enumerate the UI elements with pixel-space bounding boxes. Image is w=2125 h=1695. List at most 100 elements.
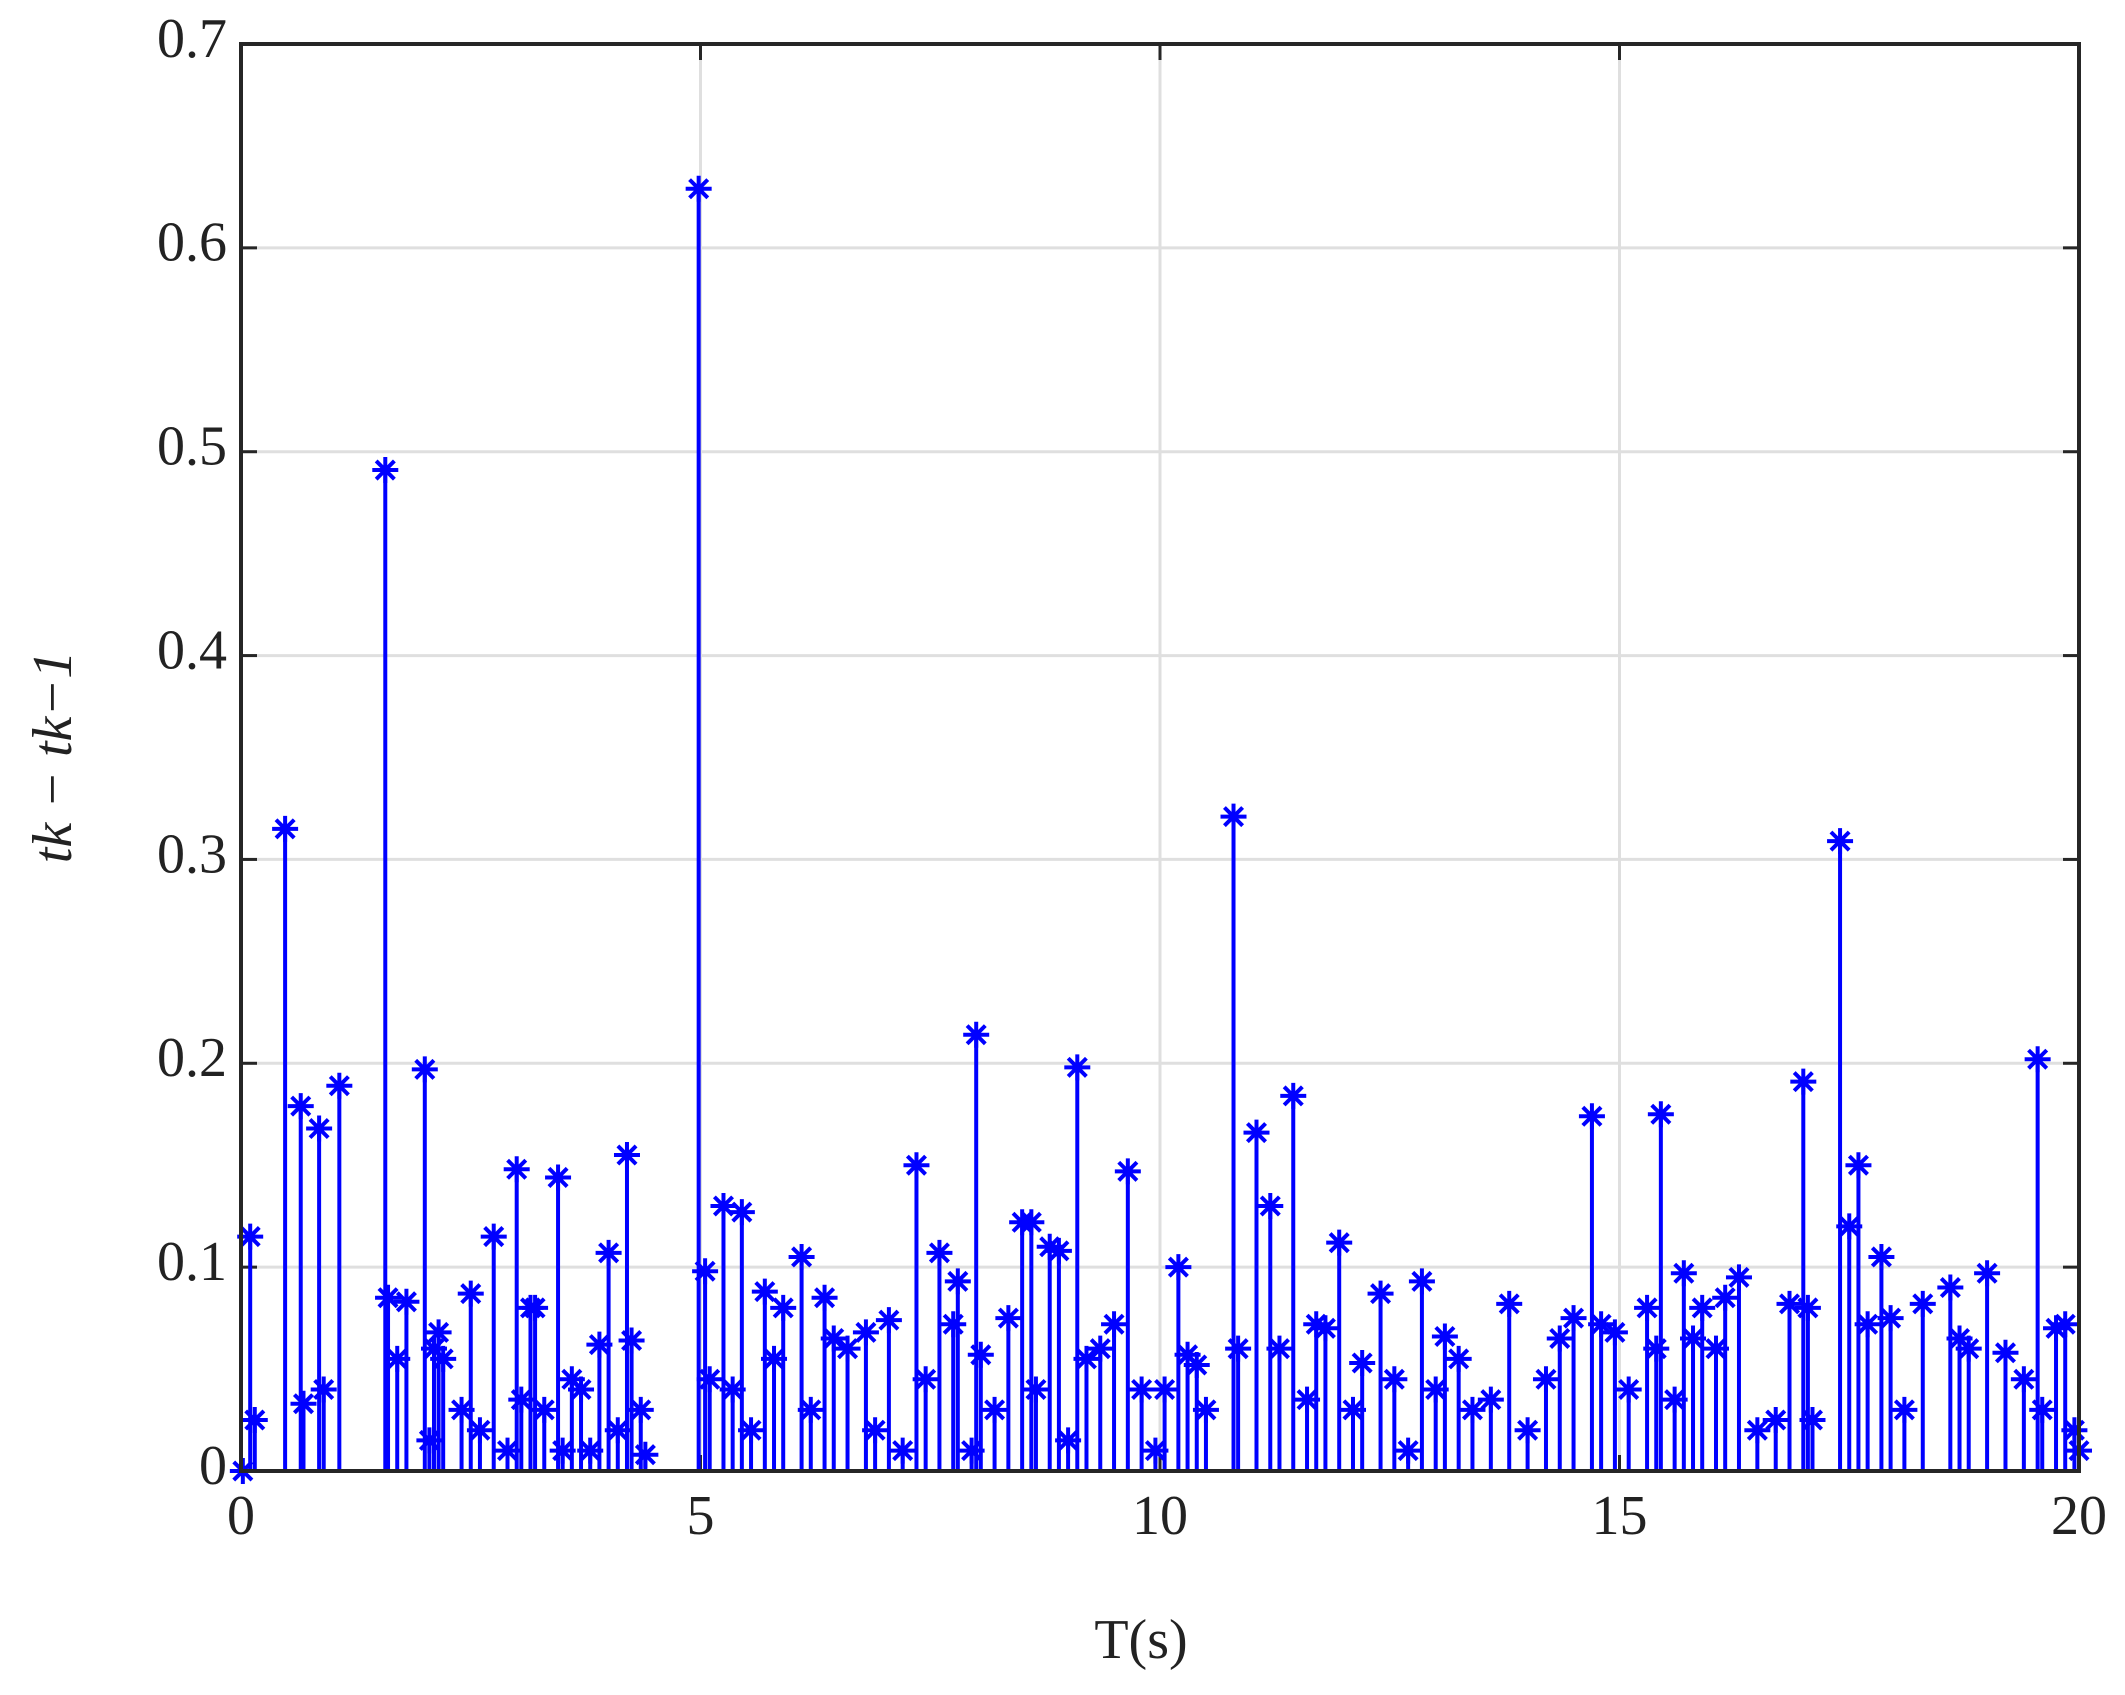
marker [1877,1305,1904,1332]
marker [420,1335,447,1362]
marker [761,1345,788,1372]
marker [1909,1290,1936,1317]
marker [852,1319,879,1346]
marker [1532,1366,1559,1393]
marker [1992,1339,2019,1366]
marker [568,1376,595,1403]
marker [1339,1396,1366,1423]
marker [448,1396,475,1423]
marker [1064,1054,1091,1081]
marker [710,1192,737,1219]
marker [375,1284,402,1311]
marker [958,1437,985,1464]
marker [820,1325,847,1352]
marker [940,1311,967,1338]
marker [1615,1376,1642,1403]
marker [1634,1294,1661,1321]
marker [1514,1417,1541,1444]
marker [480,1223,507,1250]
marker [728,1199,755,1226]
marker [586,1331,613,1358]
marker [237,1223,264,1250]
marker [2043,1315,2070,1342]
marker [751,1278,778,1305]
marker [1702,1335,1729,1362]
marker [577,1437,604,1464]
y-tick-label: 0.1 [157,1231,227,1293]
marker [310,1376,337,1403]
marker [393,1288,420,1315]
marker [967,1341,994,1368]
marker [834,1335,861,1362]
marker [944,1268,971,1295]
marker [1243,1119,1270,1146]
marker [926,1239,953,1266]
x-tick-label: 5 [687,1485,715,1547]
marker [1744,1417,1771,1444]
marker [1022,1376,1049,1403]
marker [558,1366,585,1393]
marker [1670,1260,1697,1287]
marker [1101,1311,1128,1338]
marker [1946,1325,1973,1352]
marker [1128,1376,1155,1403]
marker [1891,1396,1918,1423]
marker [1937,1274,1964,1301]
marker [1845,1152,1872,1179]
x-tick-label: 10 [1132,1485,1188,1547]
marker [411,1056,438,1083]
x-axis-label: T(s) [1094,1609,1187,1671]
marker [1445,1345,1472,1372]
marker [1790,1068,1817,1095]
marker [1661,1386,1688,1413]
marker [1367,1280,1394,1307]
marker [770,1294,797,1321]
marker [912,1366,939,1393]
marker [1220,803,1247,830]
marker [719,1376,746,1403]
marker [1381,1366,1408,1393]
marker [1431,1323,1458,1350]
x-tick-label: 15 [1592,1485,1648,1547]
marker [1073,1345,1100,1372]
marker [685,175,712,202]
marker [1280,1082,1307,1109]
marker [1087,1335,1114,1362]
marker [1142,1437,1169,1464]
marker [696,1366,723,1393]
marker [384,1345,411,1372]
marker [1225,1335,1252,1362]
marker [1601,1319,1628,1346]
marker [287,1093,314,1120]
marker [372,457,399,484]
marker [1588,1311,1615,1338]
marker [1560,1305,1587,1332]
marker [1955,1335,1982,1362]
marker [1114,1158,1141,1185]
marker [1349,1349,1376,1376]
marker [1036,1233,1063,1260]
marker [2061,1417,2088,1444]
marker [1868,1243,1895,1270]
marker [613,1142,640,1169]
marker [875,1307,902,1334]
marker [2010,1366,2037,1393]
marker [425,1319,452,1346]
y-tick-label: 0.7 [157,8,227,70]
marker [1174,1341,1201,1368]
marker [1055,1427,1082,1454]
marker [1326,1229,1353,1256]
marker [466,1417,493,1444]
marker [2024,1046,2051,1073]
marker [1303,1311,1330,1338]
marker [272,815,299,842]
marker [1689,1294,1716,1321]
marker [503,1156,530,1183]
marker [862,1417,889,1444]
marker [1725,1264,1752,1291]
y-tick-label: 0.4 [157,619,227,681]
marker [1045,1237,1072,1264]
marker [1643,1335,1670,1362]
marker [1794,1294,1821,1321]
y-tick-label: 0.5 [157,416,227,478]
